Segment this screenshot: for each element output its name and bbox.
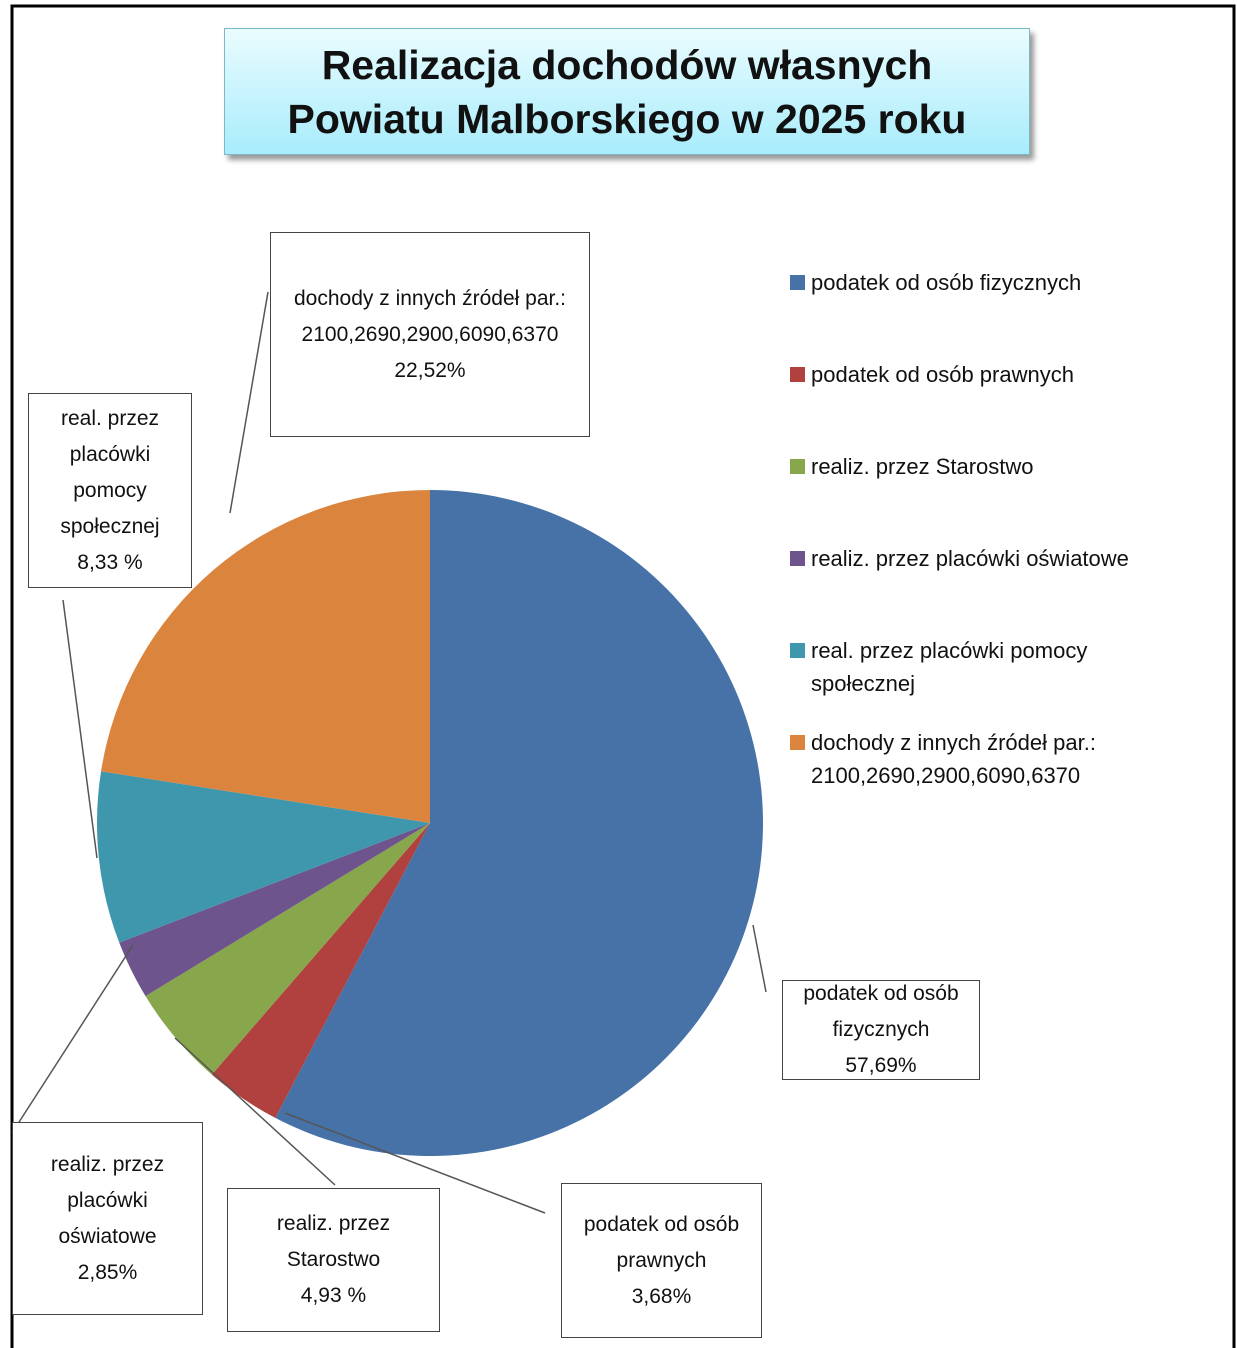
data-label-value: 57,69% [845, 1054, 917, 1077]
data-label-category: dochody z innych źródeł par.: 2100,2690,… [294, 286, 566, 346]
data-label-category: realiz. przez placówki oświatowe [50, 1152, 165, 1248]
legend-swatch [790, 275, 805, 290]
leader-line [62, 599, 98, 859]
legend-label: realiz. przez Starostwo [811, 454, 1034, 479]
legend-item: realiz. przez placówki oświatowe [790, 542, 1230, 575]
legend-swatch [790, 643, 805, 658]
legend-swatch [790, 367, 805, 382]
data-label-value: 8,33 % [77, 550, 143, 574]
pie-slice [275, 490, 763, 1156]
legend-swatch [790, 551, 805, 566]
legend-label: real. przez placówki pomocy społecznej [811, 638, 1088, 696]
legend-label: podatek od osób prawnych [811, 362, 1074, 387]
data-label: realiz. przez Starostwo 4,93 % [227, 1188, 440, 1332]
chart-title: Realizacja dochodów własnych Powiatu Mal… [224, 28, 1030, 155]
legend-swatch [790, 735, 805, 750]
data-label-value: 3,68% [631, 1284, 692, 1308]
data-label: podatek od osób prawnych 3,68% [561, 1183, 762, 1338]
legend-item: realiz. przez Starostwo [790, 450, 1230, 483]
frame [10, 4, 1236, 1348]
leader-line [11, 944, 134, 1134]
pie-slice [97, 771, 431, 943]
legend: podatek od osób fizycznych podatek od osó… [790, 266, 1230, 818]
legend-label: podatek od osób fizycznych [811, 270, 1082, 295]
pie-slice [119, 823, 430, 997]
legend-item: podatek od osób fizycznych [790, 266, 1230, 299]
data-label-value: 22,52% [394, 358, 466, 382]
data-label: real. przez placówki pomocy społecznej 8,… [28, 393, 192, 588]
leader-line [284, 1112, 546, 1214]
data-label-value: 4,93 % [300, 1284, 367, 1307]
pie-slice [145, 823, 430, 1075]
legend-label: dochody z innych źródeł par.: 2100,2690,… [811, 730, 1096, 788]
data-label: podatek od osób fizycznych 57,69% [782, 980, 980, 1080]
data-label: dochody z innych źródeł par.: 2100,2690,… [270, 232, 590, 437]
data-label-category: realiz. przez Starostwo [276, 1212, 391, 1271]
data-label-value: 2,85% [77, 1260, 138, 1284]
legend-swatch [790, 459, 805, 474]
legend-item: podatek od osób prawnych [790, 358, 1230, 391]
leader-lines [11, 291, 767, 1214]
leader-line [752, 924, 767, 993]
leader-line [174, 1037, 336, 1186]
data-label-category: podatek od osób prawnych [583, 1212, 740, 1272]
legend-item: real. przez placówki pomocy społecznej [790, 634, 1230, 700]
data-label-category: real. przez placówki pomocy społecznej [60, 406, 160, 538]
data-label-category: podatek od osób fizycznych [803, 982, 959, 1041]
legend-label: realiz. przez placówki oświatowe [811, 546, 1129, 571]
pie-slice [101, 490, 431, 823]
data-label: realiz. przez placówki oświatowe 2,85% [12, 1122, 203, 1315]
pie-slice [211, 823, 430, 1118]
pie [97, 490, 763, 1156]
legend-item: dochody z innych źródeł par.: 2100,2690,… [790, 726, 1230, 792]
leader-line [229, 291, 269, 514]
